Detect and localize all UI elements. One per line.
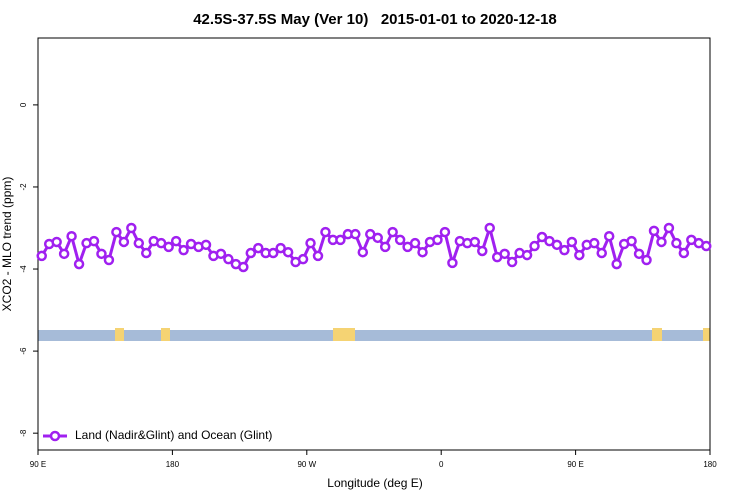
point	[626, 235, 637, 247]
land-patch	[703, 328, 710, 341]
x-tick-label: 90 E	[30, 460, 46, 469]
x-tick-label: 180	[703, 460, 717, 469]
point	[282, 246, 294, 258]
legend-label: Land (Nadir&Glint) and Ocean (Glint)	[75, 428, 272, 442]
point	[66, 230, 77, 242]
point	[215, 248, 227, 260]
y-tick-label: -8	[19, 429, 28, 437]
point	[253, 242, 264, 254]
ocean-strip	[38, 330, 710, 341]
point	[484, 222, 495, 234]
point	[439, 226, 451, 238]
point	[574, 249, 585, 261]
point	[671, 237, 682, 249]
point	[297, 253, 309, 265]
point	[521, 249, 533, 261]
point	[379, 241, 391, 253]
point	[96, 248, 107, 260]
point	[305, 237, 316, 249]
x-tick-label: 180	[166, 460, 180, 469]
point	[701, 240, 712, 252]
point	[163, 241, 174, 253]
point	[245, 247, 257, 259]
point	[118, 236, 130, 248]
point	[126, 222, 137, 234]
point	[596, 247, 607, 259]
point	[529, 240, 540, 252]
point	[36, 250, 47, 262]
point	[536, 231, 548, 243]
point	[372, 232, 383, 244]
y-tick-label: -6	[19, 347, 28, 355]
point	[133, 237, 145, 249]
y-tick-label: -4	[19, 265, 28, 273]
chart-title: 42.5S-37.5S May (Ver 10) 2015-01-01 to 2…	[193, 11, 557, 28]
point	[178, 244, 189, 256]
point	[357, 246, 369, 258]
point	[51, 236, 62, 248]
point	[170, 235, 182, 247]
point	[417, 246, 428, 258]
point	[611, 258, 622, 270]
point	[111, 226, 122, 238]
point	[551, 239, 563, 251]
point	[559, 244, 570, 256]
point	[238, 261, 249, 273]
point	[432, 234, 443, 246]
point	[641, 254, 652, 266]
point	[678, 247, 690, 259]
point	[447, 257, 458, 269]
point	[223, 253, 234, 265]
point	[633, 248, 645, 260]
point	[88, 235, 100, 247]
point	[589, 237, 600, 249]
x-tick-label: 90 W	[297, 460, 316, 469]
point	[335, 234, 346, 246]
land-patch	[652, 328, 662, 341]
x-tick-label: 0	[439, 460, 444, 469]
point	[58, 248, 70, 260]
point	[275, 242, 286, 254]
point	[469, 236, 481, 248]
point	[656, 236, 667, 248]
point	[648, 225, 660, 237]
point	[141, 247, 152, 259]
point	[200, 239, 212, 251]
legend-marker	[49, 430, 61, 442]
x-tick-label: 90 E	[567, 460, 583, 469]
point	[267, 247, 279, 259]
point	[477, 245, 488, 257]
point	[394, 234, 406, 246]
y-tick-label: 0	[19, 102, 28, 107]
land-patch	[333, 328, 355, 341]
point	[387, 226, 398, 238]
y-axis-label: XCO2 - MLO trend (ppm)	[0, 177, 14, 312]
point	[103, 254, 115, 266]
point	[312, 250, 324, 262]
land-patch	[115, 328, 124, 341]
point	[603, 230, 615, 242]
point	[320, 226, 331, 238]
point	[350, 228, 361, 240]
point	[73, 258, 85, 270]
point	[499, 248, 510, 260]
point	[566, 236, 578, 248]
y-tick-label: -2	[19, 183, 28, 191]
x-axis-label: Longitude (deg E)	[327, 476, 422, 490]
point	[409, 237, 421, 249]
land-patch	[161, 328, 170, 341]
point	[506, 256, 518, 268]
land-ocean-strip	[38, 328, 710, 341]
point	[663, 222, 675, 234]
